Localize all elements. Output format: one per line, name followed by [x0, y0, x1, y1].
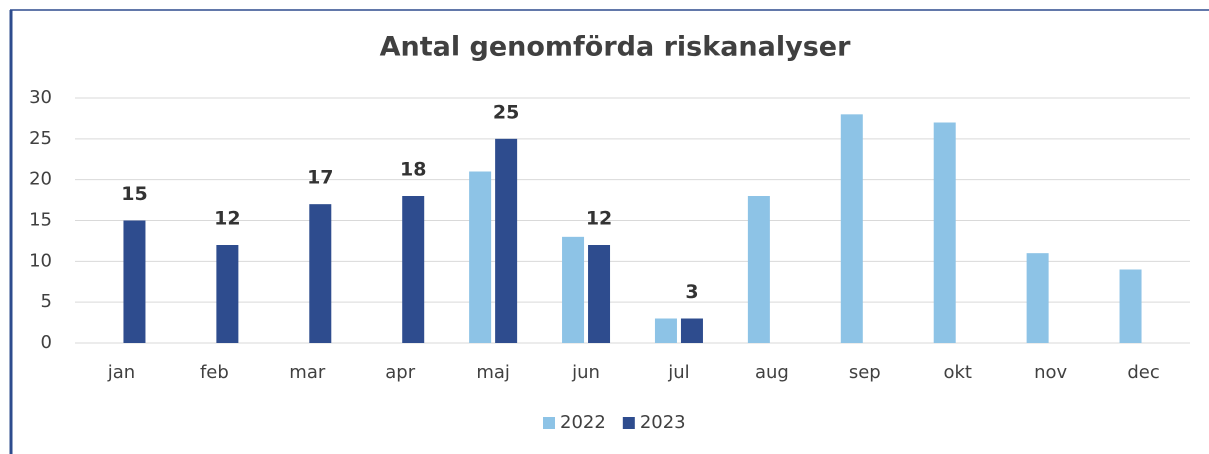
- x-tick-label: feb: [200, 362, 229, 383]
- bar: [1026, 253, 1049, 343]
- data-label: 18: [400, 159, 426, 181]
- bar: [840, 114, 863, 343]
- x-tick-label: maj: [476, 362, 510, 383]
- y-tick-label: 25: [29, 128, 52, 149]
- bar: [933, 122, 956, 343]
- y-tick-label: 20: [29, 169, 52, 190]
- x-tick-label: jun: [571, 362, 600, 383]
- bar: [402, 196, 425, 343]
- x-tick-label: jan: [107, 362, 135, 383]
- bar: [123, 220, 146, 343]
- x-tick-label: nov: [1034, 362, 1067, 383]
- y-tick-label: 15: [29, 210, 52, 231]
- chart-title: Antal genomförda riskanalyser: [380, 32, 851, 63]
- data-label: 12: [214, 208, 240, 230]
- x-tick-label: aug: [755, 362, 789, 383]
- bar: [747, 196, 770, 343]
- data-label: 17: [307, 167, 333, 189]
- y-tick-label: 30: [29, 87, 52, 108]
- bar: [654, 318, 677, 343]
- x-tick-label: mar: [289, 362, 326, 383]
- legend-swatch: [622, 417, 635, 429]
- y-tick-label: 0: [41, 332, 52, 353]
- x-tick-label: sep: [849, 362, 881, 383]
- bar: [495, 138, 518, 343]
- y-tick-label: 5: [41, 291, 52, 312]
- data-label: 15: [121, 183, 147, 205]
- bar: [469, 171, 492, 343]
- x-tick-label: jul: [667, 362, 689, 383]
- data-label: 12: [586, 208, 612, 230]
- legend-label: 2022: [560, 412, 606, 433]
- bar: [588, 245, 611, 343]
- y-tick-label: 10: [29, 250, 52, 271]
- x-tick-label: apr: [385, 362, 415, 383]
- data-label: 25: [493, 101, 519, 123]
- legend-label: 2023: [640, 412, 686, 433]
- bar: [216, 245, 239, 343]
- legend-swatch: [543, 417, 555, 429]
- bar: [309, 204, 332, 343]
- bar: [1119, 269, 1142, 343]
- bar: [680, 318, 703, 343]
- bar: [562, 236, 585, 343]
- x-tick-label: okt: [943, 362, 972, 383]
- data-label: 3: [685, 281, 698, 303]
- x-tick-label: dec: [1127, 362, 1159, 383]
